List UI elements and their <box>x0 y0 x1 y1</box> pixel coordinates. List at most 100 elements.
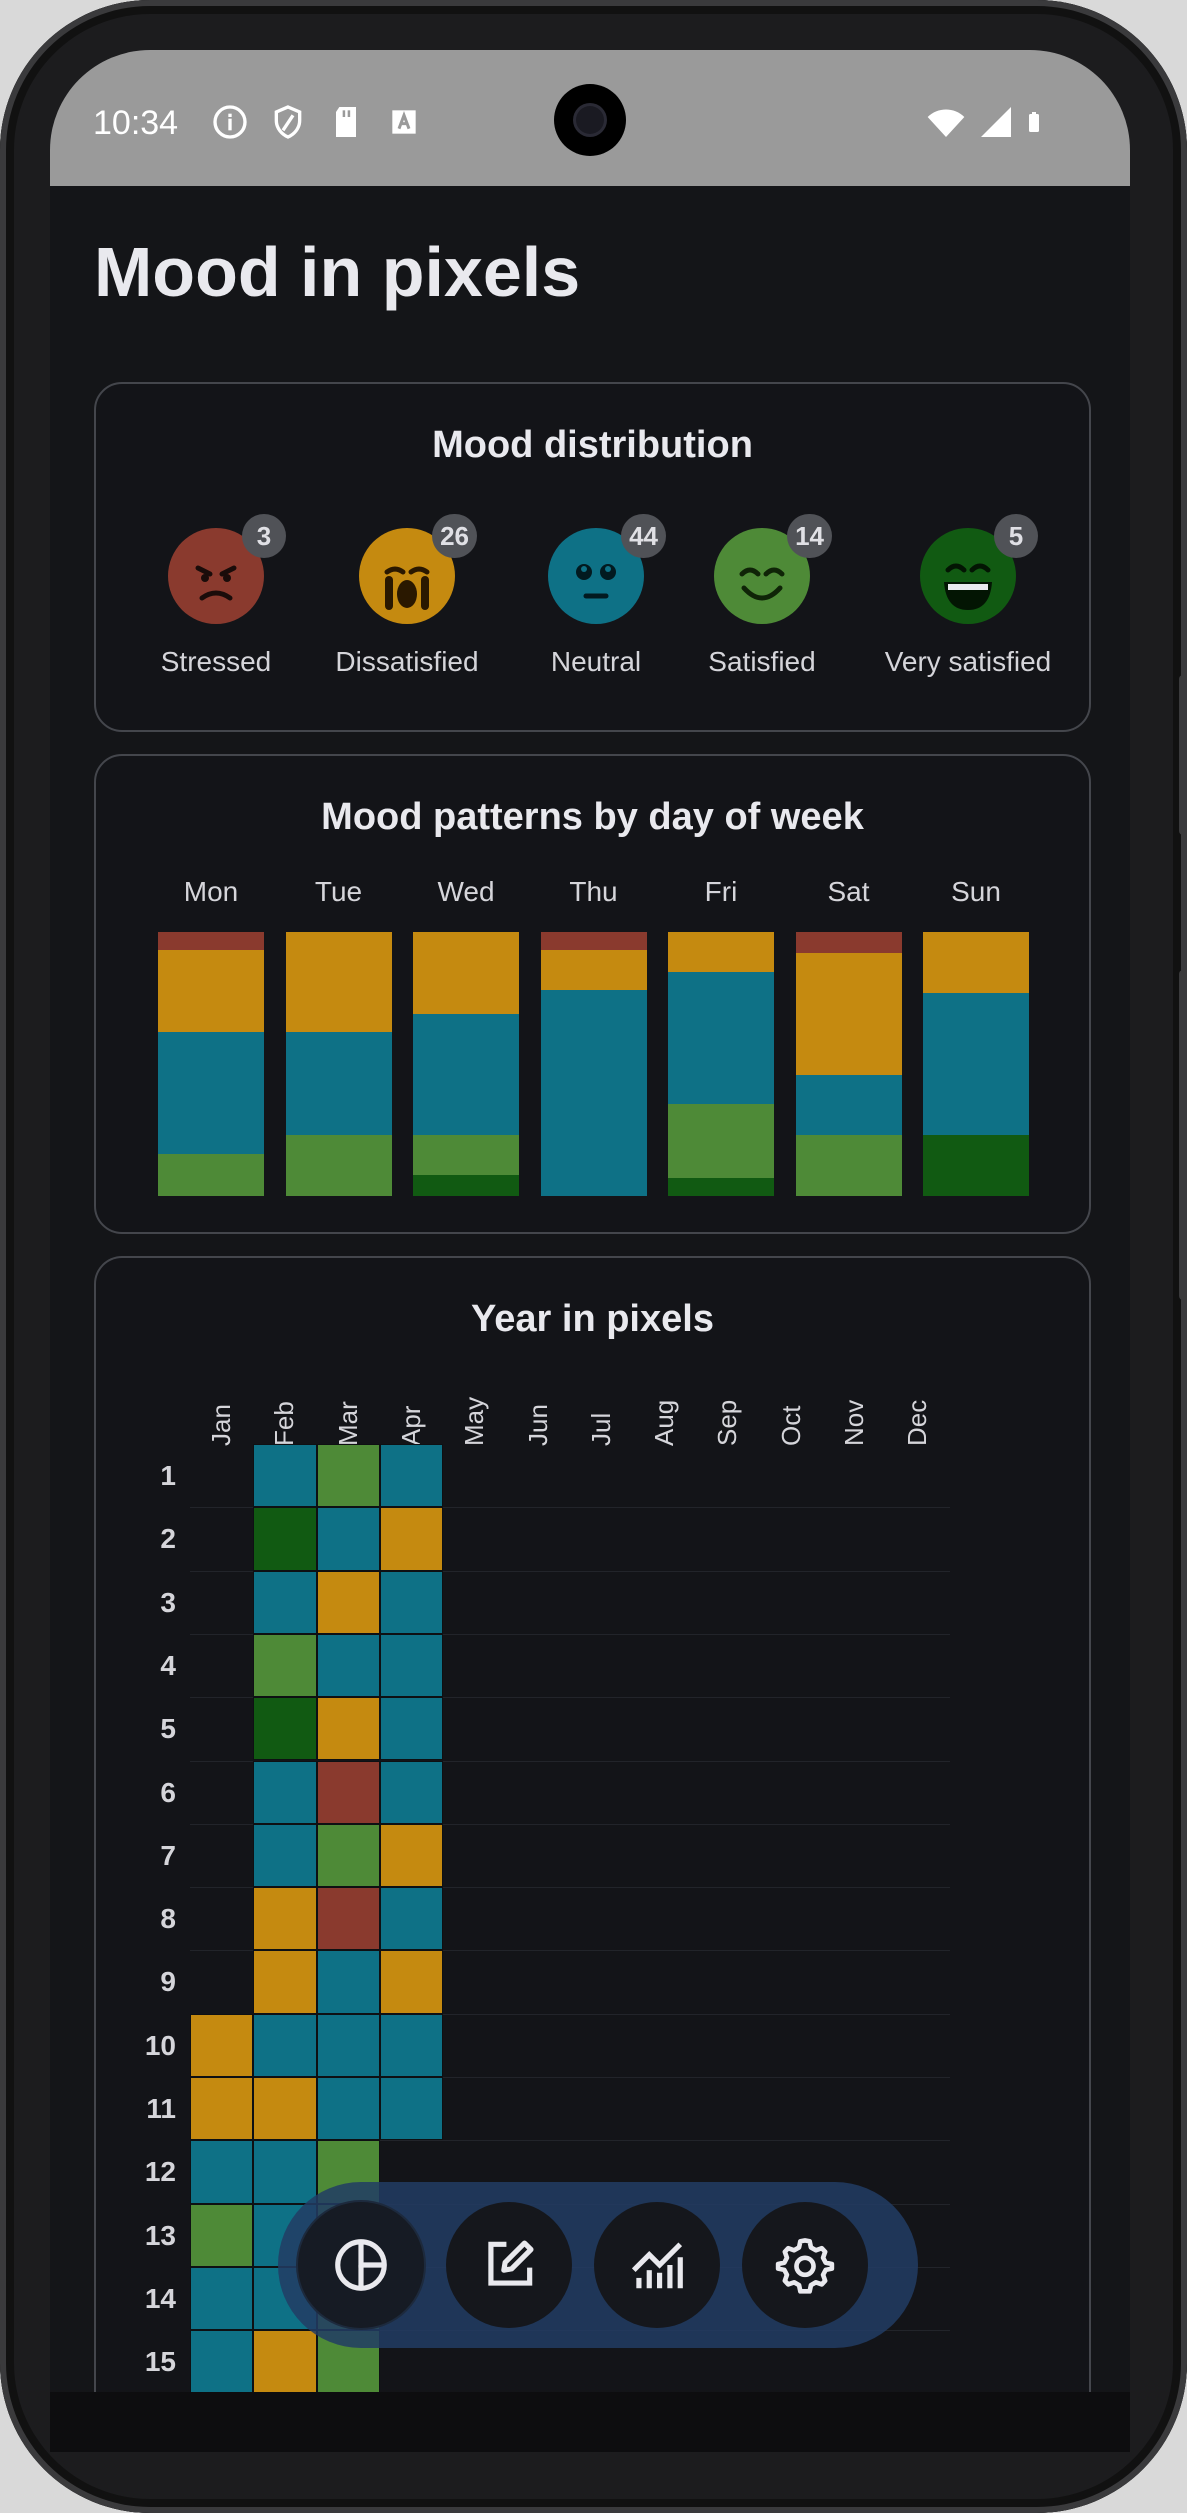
bar-segment-dissatisfied <box>923 932 1029 993</box>
day-number-9: 9 <box>160 1966 176 1998</box>
power-button <box>1179 970 1187 1300</box>
mood-pixel[interactable] <box>379 1760 444 1824</box>
mood-pixel[interactable] <box>379 1507 444 1571</box>
grid-line <box>190 1697 950 1699</box>
mood-pixel[interactable] <box>379 1570 444 1634</box>
mood-pixel[interactable] <box>379 2013 444 2077</box>
mood-pixel[interactable] <box>379 1887 444 1951</box>
day-number-1: 1 <box>160 1460 176 1491</box>
grid-line <box>190 1887 950 1889</box>
angry-face-icon: 3 <box>168 514 286 624</box>
mood-distribution-items: 3 Stressed 26 Dissatisfied 44 Neutral 14 Satisf… <box>96 514 1089 708</box>
mood-pixel[interactable] <box>190 2140 254 2204</box>
mood-pixel[interactable] <box>379 1444 444 1508</box>
bar-segment-satisfied <box>668 1103 774 1178</box>
mood-pixel[interactable] <box>316 2013 380 2077</box>
bar-segment-stressed <box>158 932 264 951</box>
bar-segment-dissatisfied <box>540 950 647 991</box>
year-in-pixels-title: Year in pixels <box>471 1298 714 1340</box>
screen: 10:34 Mood in pixels Mood distribution 3… <box>50 50 1130 2392</box>
day-bar-thu <box>540 932 647 1196</box>
day-number-5: 5 <box>160 1713 176 1745</box>
mood-pixel[interactable] <box>253 1823 317 1888</box>
day-number-6: 6 <box>160 1776 176 1808</box>
mood-pixel[interactable] <box>253 2013 317 2077</box>
mood-pixel[interactable] <box>379 1633 444 1698</box>
day-number-3: 3 <box>160 1586 176 1618</box>
mood-pixel[interactable] <box>253 2140 317 2204</box>
smiling-face-icon: 14 <box>714 514 832 624</box>
mood-pixel[interactable] <box>316 1697 380 1761</box>
day-number-15: 15 <box>144 2346 176 2378</box>
mood-pixel[interactable] <box>379 1823 444 1888</box>
pie-chart-icon <box>335 2239 387 2291</box>
mood-count-badge: 5 <box>994 514 1038 558</box>
mood-pixel[interactable] <box>253 1760 317 1824</box>
mood-pixel[interactable] <box>379 2077 444 2141</box>
day-number-7: 7 <box>160 1839 176 1871</box>
mood-pixel[interactable] <box>253 1570 317 1634</box>
mood-pixel[interactable] <box>316 1950 380 2014</box>
mood-pixel[interactable] <box>253 1887 317 1951</box>
mood-pixel[interactable] <box>316 1570 380 1634</box>
day-label-sat: Sat <box>827 876 870 907</box>
mood-pixel[interactable] <box>316 1444 380 1508</box>
status-bar: 10:34 <box>50 50 1130 186</box>
mood-label: Satisfied <box>708 646 816 677</box>
mood-pixel[interactable] <box>316 1887 380 1951</box>
page-title: Mood in pixels <box>94 233 581 311</box>
bar-segment-dissatisfied <box>668 932 774 972</box>
mood-pixel[interactable] <box>253 2077 317 2141</box>
mood-item-very-satisfied: 5 Very satisfied <box>878 514 1058 678</box>
bar-segment-very-satisfied <box>413 1174 519 1196</box>
mood-pixel[interactable] <box>316 1633 380 1698</box>
mood-pixel[interactable] <box>379 1697 444 1761</box>
mood-pixel[interactable] <box>253 1633 317 1698</box>
day-number-2: 2 <box>160 1523 176 1555</box>
grid-line <box>190 1823 950 1825</box>
month-label-nov: Nov <box>839 1399 869 1446</box>
gear-icon <box>775 2238 835 2294</box>
bar-segment-stressed <box>540 932 647 951</box>
day-bar-wed <box>413 932 519 1196</box>
nav-statistics-button[interactable] <box>298 2202 424 2328</box>
day-number-10: 10 <box>144 2029 176 2061</box>
nav-settings-button[interactable] <box>742 2202 868 2328</box>
mood-pixel[interactable] <box>253 1950 317 2014</box>
signal-icon <box>981 107 1011 137</box>
mood-pixel[interactable] <box>190 2266 254 2331</box>
bar-segment-neutral <box>795 1074 902 1136</box>
nav-edit-button[interactable] <box>446 2202 572 2328</box>
bar-segment-neutral <box>540 990 647 1196</box>
bar-segment-satisfied <box>413 1135 519 1175</box>
mood-pixel[interactable] <box>316 1507 380 1571</box>
mood-pixel[interactable] <box>316 1760 380 1824</box>
mood-pixel[interactable] <box>316 1823 380 1888</box>
mood-pixel[interactable] <box>190 2013 254 2077</box>
mood-pixel[interactable] <box>190 2203 254 2267</box>
nav-trends-button[interactable] <box>594 2202 720 2328</box>
mood-pixel[interactable] <box>190 2330 254 2392</box>
mood-label: Neutral <box>550 646 642 677</box>
mood-item-stressed: 3 Stressed <box>126 514 306 678</box>
front-camera <box>554 84 626 156</box>
status-time: 10:34 <box>93 104 179 142</box>
line-chart-icon <box>631 2242 683 2289</box>
month-label-jun: Jun <box>522 1404 553 1446</box>
neutral-face-icon: 44 <box>548 514 666 624</box>
mood-pixel[interactable] <box>253 1507 317 1571</box>
battery-icon <box>1029 112 1039 132</box>
day-bar-fri <box>668 932 774 1196</box>
mood-pixel[interactable] <box>253 1697 317 1761</box>
mood-count-badge: 14 <box>787 514 832 558</box>
mood-pixel[interactable] <box>253 2330 317 2392</box>
mood-pixel[interactable] <box>316 2077 380 2141</box>
mood-patterns-card: Mood patterns by day of week Mon Tue Wed Th… <box>94 754 1091 1234</box>
bar-segment-stressed <box>795 932 902 954</box>
mood-pixel[interactable] <box>253 1444 317 1508</box>
mood-pixel[interactable] <box>379 1950 444 2014</box>
mood-count-badge: 26 <box>432 514 477 558</box>
day-label-tue: Tue <box>314 876 363 907</box>
mood-pixel[interactable] <box>190 2077 254 2141</box>
